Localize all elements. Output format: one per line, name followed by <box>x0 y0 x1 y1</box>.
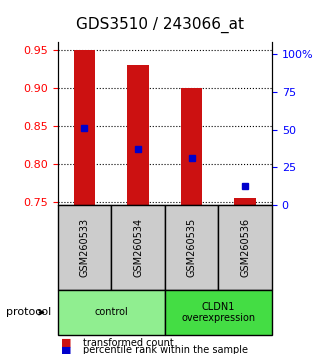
Bar <box>74 50 95 205</box>
Text: transformed count: transformed count <box>83 338 174 348</box>
Text: control: control <box>94 307 128 318</box>
Bar <box>127 65 149 205</box>
Text: percentile rank within the sample: percentile rank within the sample <box>83 346 248 354</box>
Text: ■: ■ <box>61 346 71 354</box>
Text: CLDN1
overexpression: CLDN1 overexpression <box>181 302 255 323</box>
Text: GSM260533: GSM260533 <box>79 218 89 278</box>
Text: GSM260534: GSM260534 <box>133 218 143 278</box>
Text: GDS3510 / 243066_at: GDS3510 / 243066_at <box>76 17 244 33</box>
Text: protocol: protocol <box>6 307 52 318</box>
Text: GSM260536: GSM260536 <box>240 218 250 278</box>
Text: GSM260535: GSM260535 <box>187 218 196 278</box>
Bar <box>181 88 202 205</box>
Bar <box>235 198 256 205</box>
Text: ■: ■ <box>61 338 71 348</box>
